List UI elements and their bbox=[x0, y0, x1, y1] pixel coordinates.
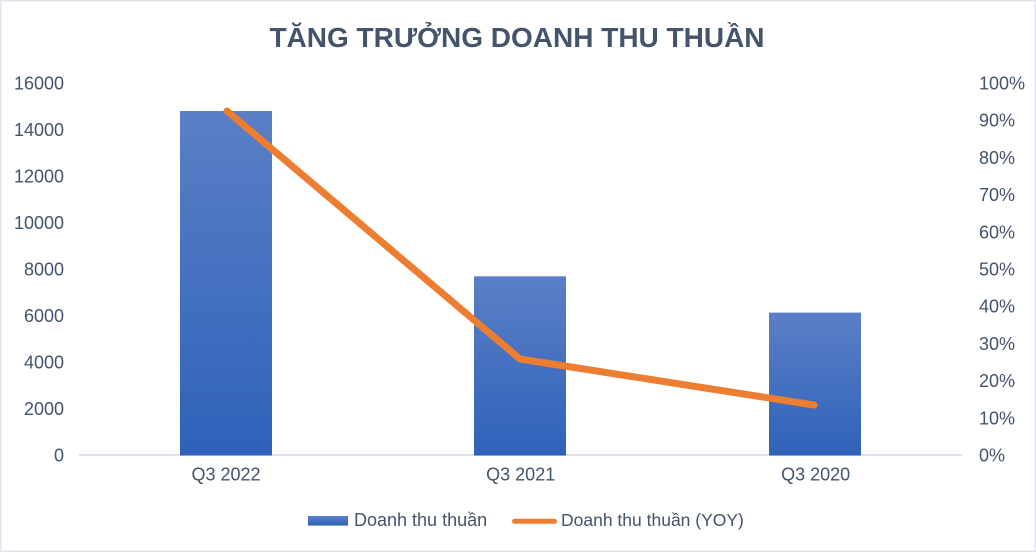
svg-text:40%: 40% bbox=[979, 297, 1015, 317]
svg-text:100%: 100% bbox=[979, 73, 1025, 93]
svg-text:10000: 10000 bbox=[14, 213, 64, 233]
svg-text:TĂNG TRƯỞNG DOANH THU THUẦN: TĂNG TRƯỞNG DOANH THU THUẦN bbox=[269, 21, 764, 53]
svg-text:Doanh thu thuần (YOY): Doanh thu thuần (YOY) bbox=[561, 510, 744, 530]
svg-text:0: 0 bbox=[54, 445, 64, 465]
svg-text:2000: 2000 bbox=[24, 399, 64, 419]
svg-text:14000: 14000 bbox=[14, 120, 64, 140]
svg-text:6000: 6000 bbox=[24, 306, 64, 326]
svg-text:4000: 4000 bbox=[24, 352, 64, 372]
svg-text:12000: 12000 bbox=[14, 166, 64, 186]
svg-text:20%: 20% bbox=[979, 371, 1015, 391]
svg-text:Q3 2020: Q3 2020 bbox=[781, 465, 850, 485]
svg-text:80%: 80% bbox=[979, 148, 1015, 168]
svg-text:Q3 2021: Q3 2021 bbox=[486, 465, 555, 485]
svg-text:50%: 50% bbox=[979, 259, 1015, 279]
svg-text:0%: 0% bbox=[979, 445, 1005, 465]
svg-text:30%: 30% bbox=[979, 334, 1015, 354]
svg-text:60%: 60% bbox=[979, 222, 1015, 242]
svg-text:10%: 10% bbox=[979, 408, 1015, 428]
svg-text:70%: 70% bbox=[979, 185, 1015, 205]
svg-text:Q3 2022: Q3 2022 bbox=[191, 465, 260, 485]
svg-text:16000: 16000 bbox=[14, 73, 64, 93]
svg-text:8000: 8000 bbox=[24, 259, 64, 279]
svg-text:Doanh thu thuần: Doanh thu thuần bbox=[354, 510, 487, 530]
svg-text:90%: 90% bbox=[979, 111, 1015, 131]
